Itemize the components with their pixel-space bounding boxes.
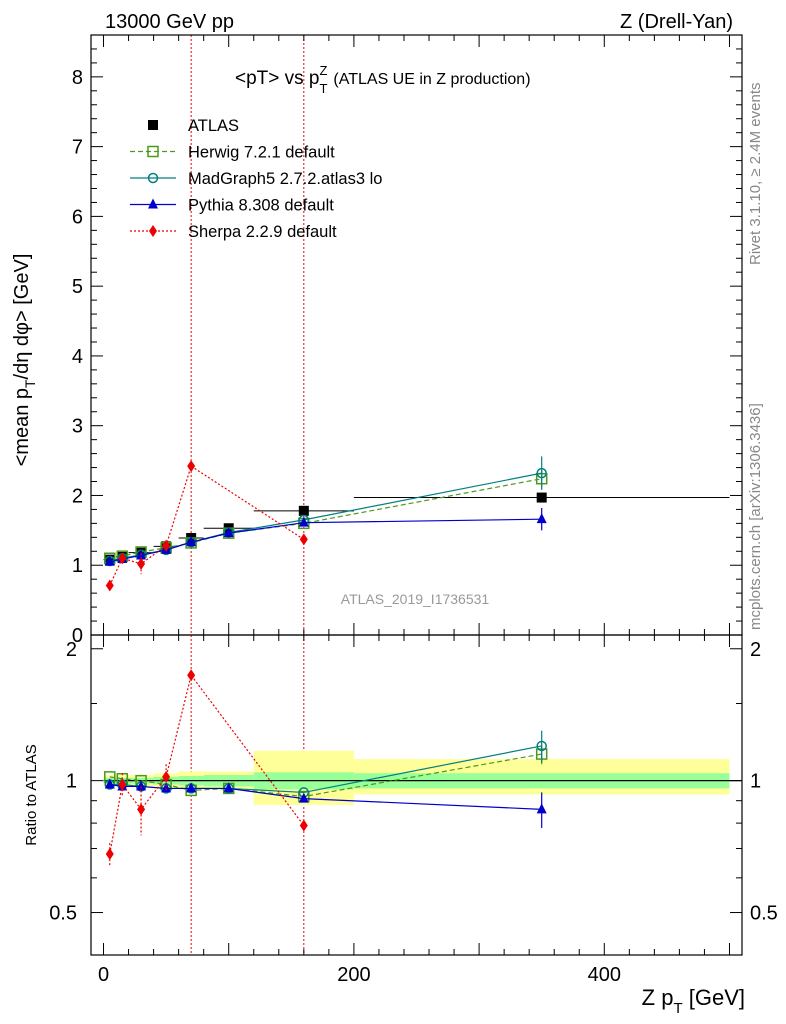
legend-entry: MadGraph5 2.7.2.atlas3 lo bbox=[130, 170, 382, 188]
x-tick-label: 0 bbox=[98, 964, 109, 986]
main-ylabel: <mean pT/dη dφ> [GeV] bbox=[11, 254, 38, 467]
data-point bbox=[223, 527, 234, 538]
legend-marker bbox=[148, 198, 158, 209]
data-point bbox=[118, 552, 127, 565]
header-right: Z (Drell-Yan) bbox=[620, 11, 733, 33]
data-point bbox=[536, 492, 547, 503]
legend-marker bbox=[147, 145, 159, 158]
data-point bbox=[536, 467, 547, 479]
data-point bbox=[299, 819, 308, 832]
ratio-y-tick-label: 0.5 bbox=[49, 903, 77, 925]
main-title: <pT> vs pZ T(ATLAS UE in Z production) bbox=[235, 63, 531, 96]
x-tick-label: 400 bbox=[588, 964, 621, 986]
data-point bbox=[298, 505, 309, 516]
series-line bbox=[109, 783, 542, 810]
ratio-y-tick-label: 1 bbox=[66, 771, 77, 793]
legend-label: Pythia 8.308 default bbox=[188, 197, 334, 215]
data-point bbox=[137, 803, 146, 816]
legend: ATLAS Herwig 7.2.1 default MadGraph5 2.7.2… bbox=[130, 117, 382, 241]
analysis-watermark: ATLAS_2019_I1736531 bbox=[341, 591, 490, 607]
ratio-ylabel: Ratio to ATLAS bbox=[23, 744, 40, 845]
series-sherpa-2-2-9-default bbox=[105, 460, 308, 592]
ratio-y-tick-label-right: 2 bbox=[750, 639, 761, 661]
series-line bbox=[109, 518, 542, 563]
data-point bbox=[162, 770, 171, 783]
y-tick-label: 6 bbox=[72, 206, 83, 228]
series-line bbox=[109, 465, 305, 586]
data-point bbox=[105, 579, 114, 592]
rivet-label: Rivet 3.1.10, ≥ 2.4M events bbox=[747, 83, 764, 266]
x-tick-label: 200 bbox=[337, 964, 370, 986]
legend-entry: Pythia 8.308 default bbox=[130, 197, 334, 215]
legend-marker bbox=[149, 225, 157, 237]
header-left: 13000 GeV pp bbox=[105, 11, 234, 33]
data-point bbox=[104, 555, 115, 566]
data-point bbox=[105, 848, 114, 861]
data-point bbox=[137, 557, 146, 570]
legend-label: Sherpa 2.2.9 default bbox=[188, 223, 337, 241]
x-axis-label: Z pT [GeV] bbox=[642, 985, 745, 1017]
legend-marker bbox=[147, 172, 159, 184]
y-tick-label: 7 bbox=[72, 137, 83, 159]
y-tick-label: 8 bbox=[72, 67, 83, 89]
data-point bbox=[536, 513, 547, 524]
series-atlas bbox=[103, 492, 730, 565]
main-panel: 0 1 2 3 4 5 6 7 8 bbox=[72, 34, 743, 955]
y-tick-label: 0 bbox=[72, 625, 83, 647]
ratio-panel: 0 200 400 0.5 0.5 1 1 2 2 bbox=[49, 634, 778, 986]
ratio-y-tick-label: 2 bbox=[66, 639, 77, 661]
y-tick-label: 3 bbox=[72, 416, 83, 438]
series-pythia-8-308-default bbox=[104, 508, 547, 566]
y-tick-label: 1 bbox=[72, 555, 83, 577]
legend-label: Herwig 7.2.1 default bbox=[188, 144, 335, 162]
data-point bbox=[187, 669, 196, 682]
data-point bbox=[186, 536, 197, 547]
legend-marker bbox=[148, 120, 158, 130]
data-point bbox=[161, 782, 172, 793]
data-point bbox=[298, 792, 309, 803]
data-point bbox=[162, 539, 171, 552]
ratio-y-tick-label-right: 0.5 bbox=[750, 903, 778, 925]
data-point bbox=[298, 516, 309, 527]
legend-label: ATLAS bbox=[188, 117, 239, 135]
data-point bbox=[223, 782, 234, 793]
data-point bbox=[136, 780, 147, 791]
y-tick-label: 2 bbox=[72, 485, 83, 507]
data-point bbox=[187, 460, 196, 473]
legend-entry: Sherpa 2.2.9 default bbox=[130, 223, 337, 241]
data-point bbox=[118, 778, 127, 791]
mcplots-label: mcplots.cern.ch [arXiv:1306.3436] bbox=[747, 403, 764, 630]
legend-entry: ATLAS bbox=[148, 117, 239, 135]
y-tick-label: 4 bbox=[72, 346, 83, 368]
series-pythia-8-308-default bbox=[104, 778, 547, 828]
data-point bbox=[536, 803, 547, 814]
ratio-y-tick-label-right: 1 bbox=[750, 771, 761, 793]
data-point bbox=[186, 782, 197, 793]
series-sherpa-2-2-9-default bbox=[105, 669, 308, 866]
legend-label: MadGraph5 2.7.2.atlas3 lo bbox=[188, 170, 382, 188]
data-point bbox=[104, 778, 115, 789]
legend-entry: Herwig 7.2.1 default bbox=[130, 144, 335, 162]
y-tick-label: 5 bbox=[72, 276, 83, 298]
data-point bbox=[536, 740, 547, 752]
data-point bbox=[299, 533, 308, 546]
ratio-frame bbox=[90, 634, 743, 956]
